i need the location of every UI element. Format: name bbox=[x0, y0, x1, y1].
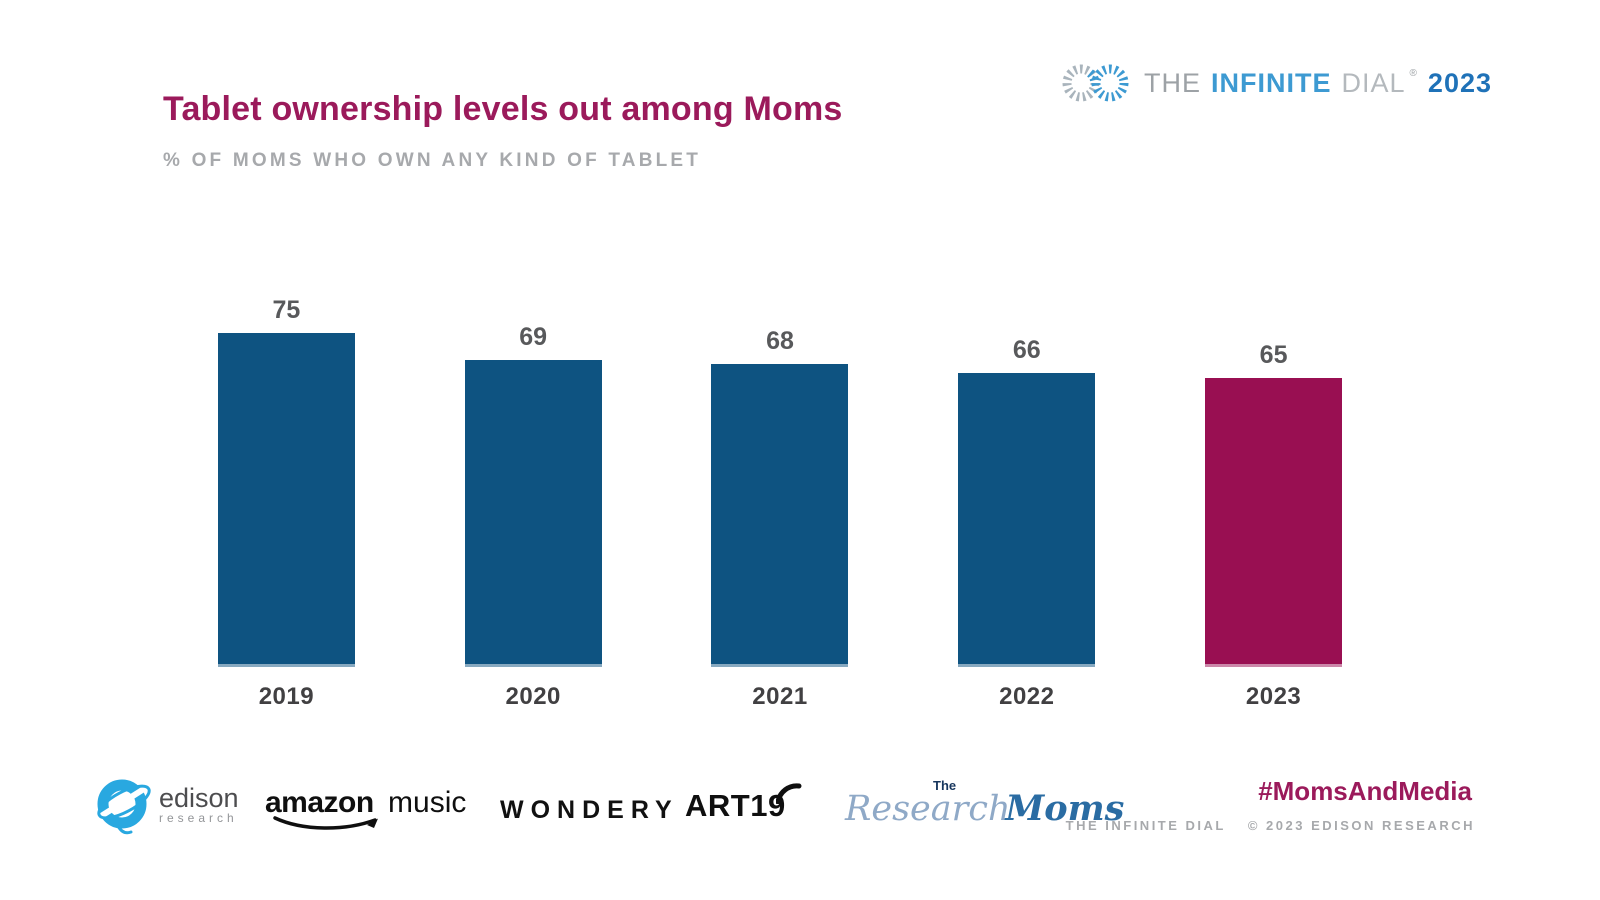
bar-value: 66 bbox=[1012, 336, 1041, 364]
amazon-wordmark: amazon bbox=[265, 786, 374, 819]
bar bbox=[464, 360, 602, 667]
attribution-line: THE INFINITE DIAL © 2023 EDISON RESEARCH bbox=[1066, 818, 1475, 833]
bar-chart: 75 2019 69 2020 68 2021 66 2022 65 2023 bbox=[163, 267, 1397, 713]
bar-value: 75 bbox=[272, 296, 301, 324]
art19-signal-arc-icon bbox=[775, 783, 802, 804]
bar-column-2019: 75 2019 bbox=[163, 267, 410, 713]
bar-column-2021: 68 2021 bbox=[657, 267, 904, 713]
bar-category-label: 2022 bbox=[999, 683, 1055, 710]
edison-wordmark: edison bbox=[159, 783, 239, 813]
edison-research-logo: edison research bbox=[95, 772, 239, 838]
bar bbox=[217, 333, 355, 667]
art19-logo: ART19 bbox=[685, 783, 802, 824]
bar-category-label: 2021 bbox=[752, 683, 808, 710]
registered-mark: ® bbox=[1409, 67, 1418, 79]
amazon-smile-icon bbox=[273, 816, 378, 830]
edison-research-label: research bbox=[159, 811, 238, 825]
bar bbox=[711, 364, 849, 667]
bar-category-label: 2019 bbox=[258, 683, 315, 710]
research-wordmark: Research bbox=[845, 789, 1011, 829]
infinity-waveform-icon bbox=[1062, 64, 1129, 102]
bar-column-2023: 65 2023 bbox=[1150, 267, 1397, 713]
moms-wordmark: Moms bbox=[1005, 788, 1125, 829]
bar-column-2022: 66 2022 bbox=[903, 267, 1150, 713]
edison-planet-icon bbox=[96, 779, 151, 835]
brand-word-infinite: INFINITE bbox=[1211, 67, 1332, 98]
bar bbox=[1205, 378, 1343, 667]
bar-category-label: 2023 bbox=[1245, 683, 1302, 710]
bar-category-label: 2020 bbox=[505, 683, 561, 710]
bar-column-2020: 69 2020 bbox=[410, 267, 657, 713]
attribution-brand: THE INFINITE DIAL bbox=[1065, 818, 1226, 833]
brand-word-dial: DIAL bbox=[1341, 67, 1406, 98]
bar-value: 69 bbox=[519, 323, 548, 351]
brand-word-the: THE bbox=[1144, 67, 1202, 98]
music-wordmark: music bbox=[388, 786, 467, 819]
hashtag-moms-and-media: #MomsAndMedia bbox=[1258, 776, 1472, 806]
research-moms-logo: The ResearchMoms bbox=[845, 778, 1124, 844]
amazon-music-logo: amazon music bbox=[265, 786, 466, 832]
page-title: Tablet ownership levels out among Moms bbox=[163, 90, 843, 128]
attribution-copyright: © 2023 EDISON RESEARCH bbox=[1247, 818, 1475, 833]
bar bbox=[958, 373, 1096, 667]
infinite-dial-logo: THE INFINITE DIAL ® 2023 bbox=[1060, 60, 1492, 106]
bar-value: 68 bbox=[766, 327, 794, 355]
brand-year: 2023 bbox=[1427, 67, 1492, 98]
research-moms-the: The bbox=[933, 778, 957, 793]
wondery-logo: WONDERY bbox=[500, 796, 679, 824]
page-subtitle: % OF MOMS WHO OWN ANY KIND OF TABLET bbox=[163, 150, 702, 171]
bar-value: 65 bbox=[1259, 341, 1288, 369]
art19-wordmark: ART19 bbox=[685, 788, 786, 823]
